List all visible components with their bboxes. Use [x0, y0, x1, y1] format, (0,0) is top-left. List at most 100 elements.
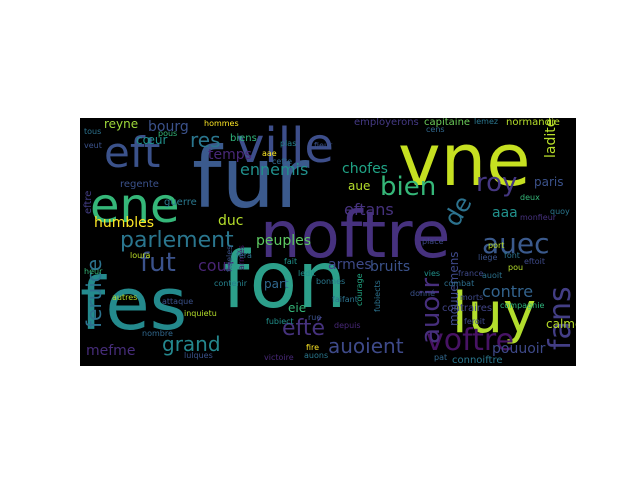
cloud-word: heur [84, 267, 103, 276]
cloud-word: rue [308, 313, 322, 322]
cloud-word: humbles [94, 215, 155, 231]
cloud-word: plas [280, 139, 297, 148]
cloud-word: parlement [120, 228, 234, 253]
cloud-word: mouuemens [447, 251, 461, 326]
cloud-word: normandie [506, 118, 560, 128]
cloud-word: auoit [482, 271, 503, 280]
cloud-word: ledit [298, 269, 316, 278]
cloud-word: cens [426, 125, 445, 134]
cloud-word: vies [424, 269, 441, 278]
cloud-word: victoire [264, 353, 294, 362]
cloud-word: part [264, 277, 289, 291]
cloud-word: loura [130, 251, 151, 260]
cloud-word: lemez [474, 118, 499, 126]
cloud-word: fera [236, 251, 252, 260]
cloud-word: faifant [332, 295, 358, 304]
cloud-word: auons [304, 351, 329, 360]
cloud-word: peuples [256, 233, 312, 249]
cloud-word: paris [534, 175, 564, 189]
cloud-word: connoiftre [452, 355, 503, 366]
cloud-word: bonnes [316, 277, 346, 286]
cloud-word: lulques [184, 351, 213, 360]
cloud-word: voftre [426, 323, 515, 358]
cloud-word: veut [84, 141, 102, 150]
cloud-word: inquietu [184, 309, 217, 318]
cloud-word: regente [120, 179, 159, 190]
word-cloud: vne fon fur noftre fes luy ville eft ene parlemen… [80, 118, 576, 366]
cloud-word: calmer [546, 317, 576, 331]
cloud-word: armes [328, 257, 372, 273]
cloud-word: noftre [260, 199, 451, 273]
cloud-word: eft [104, 128, 161, 177]
cloud-word: res [190, 128, 221, 152]
cloud-word: employerons [354, 118, 419, 128]
cloud-word: depuis [334, 321, 361, 330]
cloud-word: aue [348, 179, 371, 193]
cloud-word: donné [410, 289, 436, 298]
cloud-word: pouuoir [492, 341, 546, 357]
cloud-word: contraires [442, 303, 493, 314]
cloud-word: fire [306, 343, 320, 352]
cloud-word: eftre [83, 190, 94, 214]
cloud-word: pat [434, 353, 448, 362]
cloud-word: contenir [214, 279, 248, 288]
cloud-word: compagnie [500, 301, 545, 310]
cloud-word: quoy [550, 207, 570, 216]
cloud-word: fideles [225, 245, 234, 272]
cloud-word: bruits [370, 259, 411, 275]
cloud-word: auoient [328, 334, 404, 358]
cloud-word: ene [90, 178, 180, 234]
cloud-word: bourg [148, 119, 189, 135]
cloud-word: nombre [142, 329, 173, 338]
cloud-word: temps [208, 147, 252, 163]
cloud-word: roy [476, 168, 518, 198]
cloud-word: aae [262, 149, 277, 158]
cloud-word: fieur [314, 141, 333, 150]
cloud-word: autres [112, 293, 138, 302]
cloud-word: cour [198, 256, 234, 275]
cloud-word: feroit [464, 317, 486, 326]
cloud-word: mefme [86, 343, 136, 359]
cloud-word: auoir [416, 277, 446, 344]
cloud-word: contre [482, 282, 534, 301]
cloud-word: morts [460, 293, 484, 302]
cloud-word: capitaine [424, 118, 471, 128]
cloud-word: place [422, 237, 444, 246]
cloud-word: bien [380, 172, 437, 202]
cloud-word: deux [520, 193, 540, 202]
cloud-word: aaa [492, 205, 518, 221]
cloud-word: france [458, 269, 484, 278]
cloud-word: vne [398, 118, 531, 202]
cloud-word: pou [508, 263, 524, 272]
cloud-word: hommes [204, 119, 239, 128]
cloud-word: cœur [136, 133, 168, 147]
cloud-word: fubiect [266, 317, 294, 326]
cloud-word: font [504, 251, 520, 260]
cloud-word: efté [282, 316, 326, 341]
cloud-word: biens [230, 133, 257, 144]
cloud-word: tous [84, 127, 102, 136]
cloud-word: grand [162, 332, 221, 356]
cloud-word: fait [284, 257, 298, 266]
cloud-word: fut [140, 248, 176, 278]
cloud-word: fon [222, 236, 347, 326]
cloud-word: eie [288, 301, 307, 315]
cloud-word: reyne [104, 118, 139, 131]
cloud-word: combat [444, 279, 475, 288]
cloud-word: cefte [272, 157, 293, 166]
cloud-word: guerre [164, 197, 197, 208]
cloud-word: eftoit [524, 257, 545, 266]
cloud-word: luy [452, 281, 537, 346]
cloud-word: liege [478, 253, 498, 262]
cloud-word: fur [192, 129, 310, 227]
cloud-word: pous [158, 129, 178, 138]
cloud-word: port [488, 241, 505, 250]
cloud-word: auec [482, 227, 550, 260]
cloud-word: fubiects [373, 280, 382, 312]
cloud-word: duc [218, 213, 244, 229]
cloud-word: chofes [342, 161, 388, 177]
cloud-word: eftans [344, 200, 394, 219]
cloud-word: attaque [162, 297, 194, 306]
cloud-word: monfieur [520, 213, 557, 222]
cloud-word: fes [80, 262, 188, 346]
